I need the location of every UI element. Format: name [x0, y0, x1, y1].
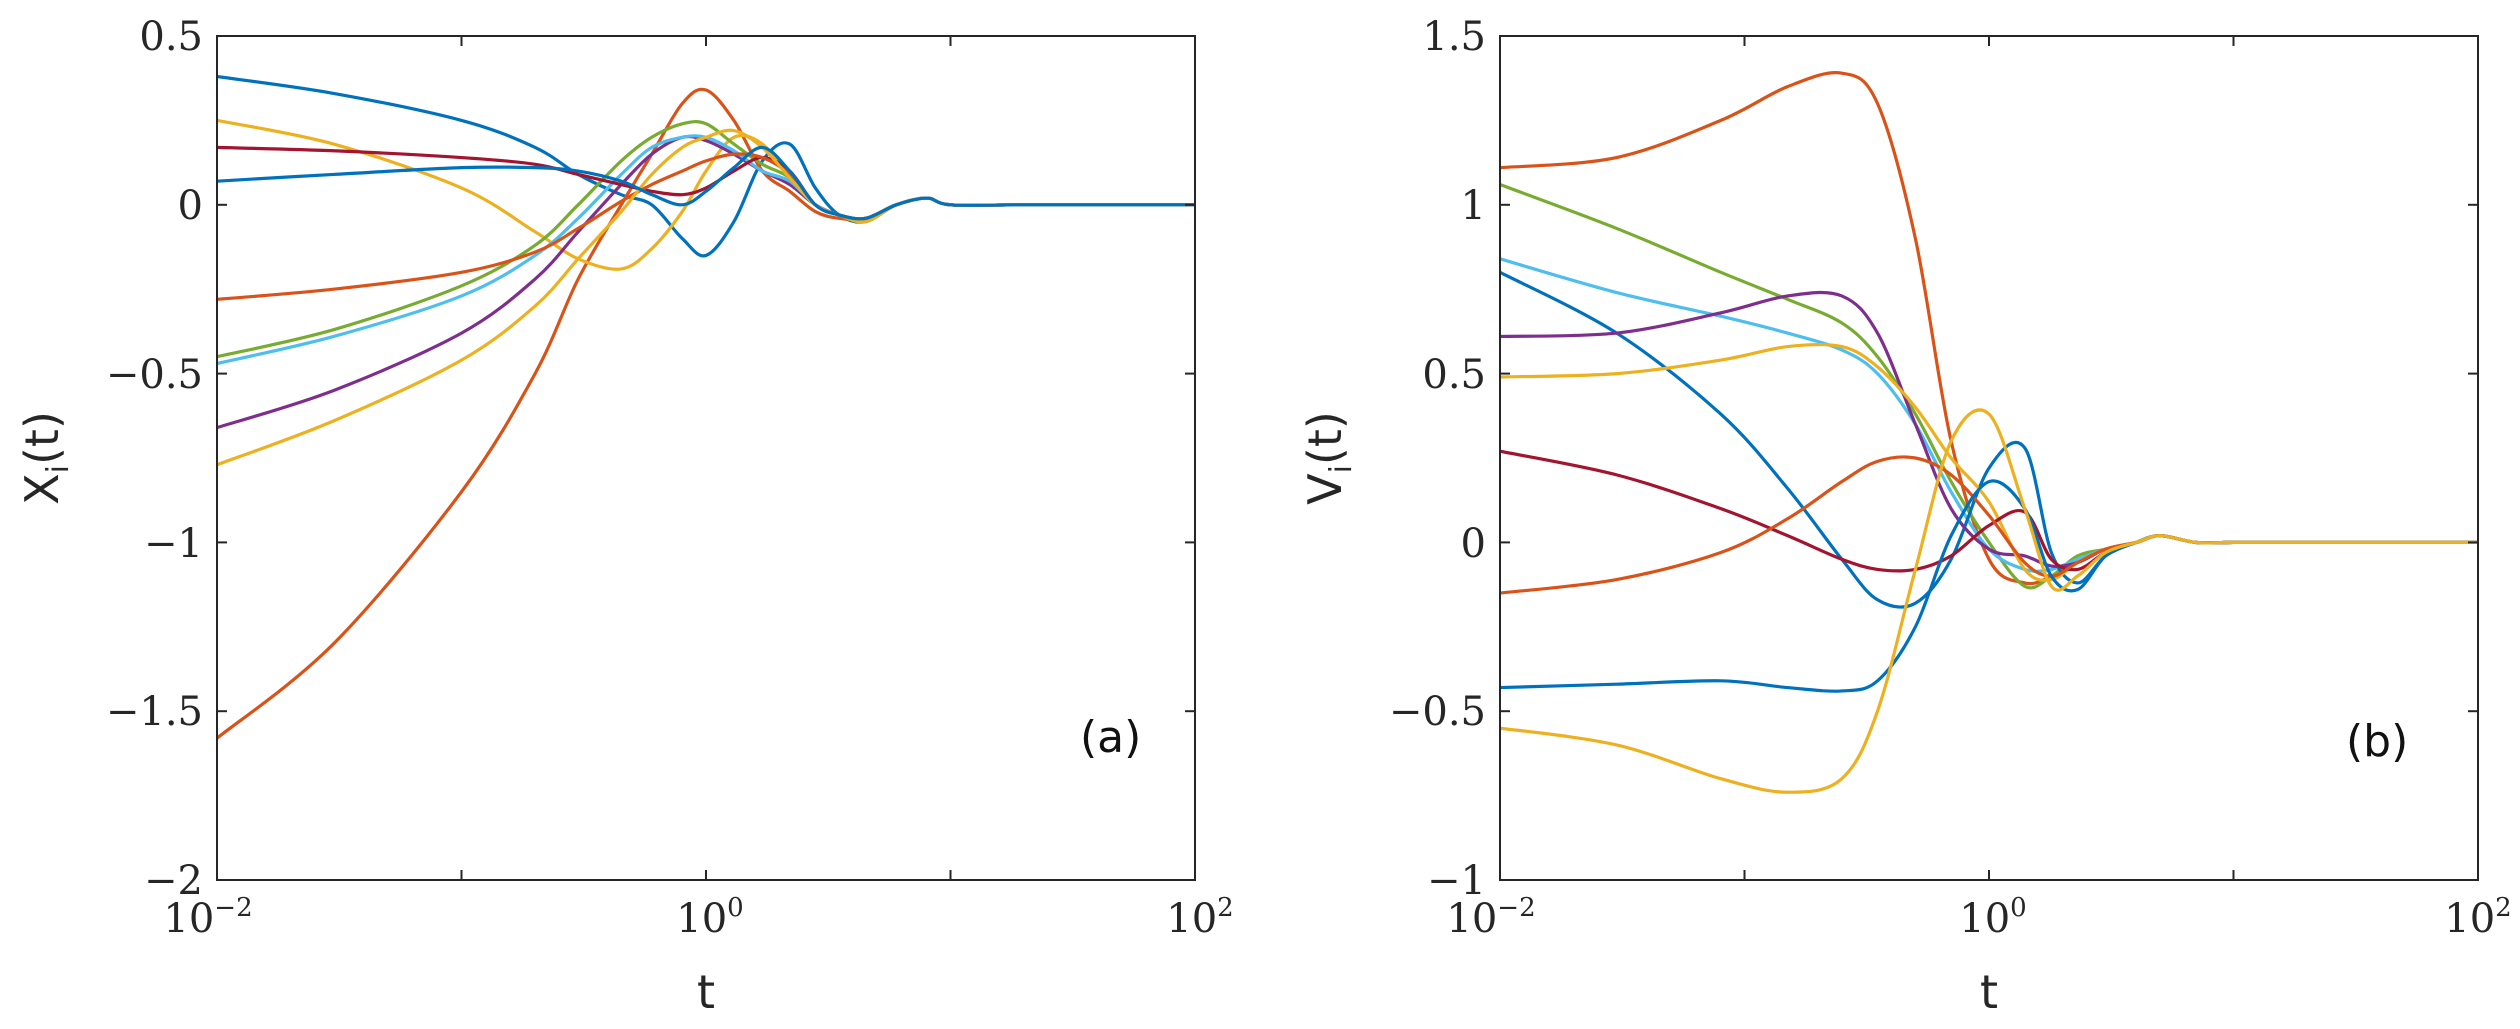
series-group-a [217, 74, 1195, 740]
series-line-s7 [217, 145, 1195, 221]
panel-label-a: (a) [1080, 712, 1141, 763]
y-tick-label: −2 [144, 858, 203, 904]
y-tick-label: 1.5 [1422, 14, 1486, 60]
series-line-s1 [217, 74, 1195, 258]
x-tick-exponent: −2 [214, 893, 252, 923]
series-line-s10 [1500, 408, 2478, 794]
x-tick-label: 10−2 [163, 893, 252, 942]
x-axis-title: t [1980, 965, 1998, 1019]
x-tick-label: 10−2 [1446, 893, 1535, 942]
x-tick-label: 100 [1959, 893, 2026, 942]
y-axis-title-tail: (t) [1298, 411, 1352, 465]
series-line-s9 [1500, 479, 2478, 693]
series-line-s4 [217, 134, 1195, 430]
y-tick-label: −1 [144, 521, 203, 567]
x-tick-base: 10 [676, 896, 727, 942]
y-tick-label: 0 [178, 183, 203, 229]
x-tick-exponent: 0 [727, 893, 744, 923]
y-tick-label: −1.5 [106, 689, 203, 735]
x-tick-base: 10 [1446, 896, 1497, 942]
y-axis-title: Vi(t) [1298, 411, 1359, 505]
x-tick-base: 10 [1166, 896, 1217, 942]
tick-marks-b [1499, 35, 2479, 881]
y-tick-label: 0.5 [1422, 352, 1486, 398]
y-axis-title-subscript: i [41, 465, 76, 473]
x-tick-base: 10 [163, 896, 214, 942]
y-tick-label: 1 [1461, 183, 1486, 229]
panel-label-b: (b) [2346, 716, 2408, 767]
series-group-b [1500, 70, 2478, 794]
x-tick-label: 102 [1166, 893, 1233, 942]
series-line-s5 [217, 120, 1195, 359]
y-tick-label: −0.5 [1389, 689, 1486, 735]
plot-frame-a [216, 35, 1196, 881]
panel-a: 0.5 0 −0.5 −1 −1.5 −2 10−2 100 102 t Xi(… [15, 14, 1234, 1019]
x-tick-base: 10 [2444, 896, 2495, 942]
y-axis-title-tail: (t) [15, 411, 69, 465]
series-line-s3 [217, 118, 1195, 271]
x-axis-title: t [697, 965, 715, 1019]
x-tick-exponent: 2 [1217, 893, 1234, 923]
tick-marks-a [216, 35, 1196, 881]
series-line-s8 [217, 152, 1195, 301]
series-line-s10 [217, 145, 1195, 221]
x-tick-label: 102 [2444, 893, 2511, 942]
x-tick-exponent: −2 [1497, 893, 1535, 923]
y-axis-title: Xi(t) [15, 411, 76, 505]
y-tick-label: 0.5 [139, 14, 203, 60]
y-axis-title-subscript: i [1324, 465, 1359, 473]
x-tick-exponent: 0 [2010, 893, 2027, 923]
y-tick-label: −1 [1427, 858, 1486, 904]
y-axis-title-main: X [15, 473, 69, 505]
x-tick-exponent: 2 [2495, 893, 2512, 923]
y-axis-title-main: V [1298, 473, 1352, 505]
x-tick-base: 10 [1959, 896, 2010, 942]
x-tick-label: 100 [676, 893, 743, 942]
panel-b: 1.5 1 0.5 0 −0.5 −1 10−2 100 102 t Vi(t)… [1298, 14, 2512, 1019]
y-tick-label: −0.5 [106, 352, 203, 398]
y-tick-label: 0 [1461, 521, 1486, 567]
series-line-s9 [217, 128, 1195, 467]
